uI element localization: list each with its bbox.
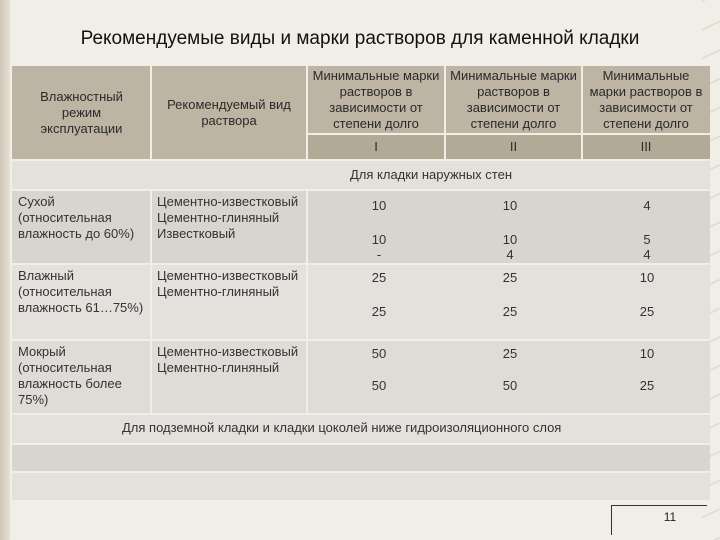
header-regime: Влажностный режим эксплуатации <box>12 66 151 160</box>
header-min-grade-3: Минимальные марки растворов в зависимост… <box>582 66 710 134</box>
dry-deg2-c: 4 <box>506 247 514 262</box>
header-mortar-type: Рекомендуемый вид раствора <box>151 66 307 160</box>
mortar-table: Влажностный режим эксплуатации Рекоменду… <box>12 66 710 500</box>
dry-deg2-a: 10 <box>502 198 518 213</box>
page-number: 11 <box>663 510 677 524</box>
dry-deg1-c: - <box>376 247 382 262</box>
grid-h-under <box>12 443 710 445</box>
grid-v3-top <box>444 66 446 160</box>
humid-deg1-b: 25 <box>371 304 387 319</box>
humid-deg3-a: 10 <box>639 270 655 285</box>
wet-deg1-a: 50 <box>371 346 387 361</box>
empty-row-2 <box>12 472 710 500</box>
wet-deg3-a: 10 <box>639 346 655 361</box>
grid-h-empty <box>12 471 710 473</box>
grid-h-section <box>12 189 710 191</box>
dry-deg3-a: 4 <box>643 198 651 213</box>
row-wet-values: 50 25 10 50 50 25 <box>307 340 710 414</box>
dry-deg1-b: 10 <box>371 232 387 247</box>
wet-deg2-a: 25 <box>502 346 518 361</box>
grid-h-degree <box>306 133 710 135</box>
wet-deg2-b: 50 <box>502 378 518 393</box>
page-number-vline <box>611 505 612 535</box>
row-dry-values: 10 10 4 10 10 5 - 4 4 <box>307 190 710 264</box>
dry-deg3-b: 5 <box>643 232 651 247</box>
section-underground: Для подземной кладки и кладки цоколей ни… <box>12 414 710 444</box>
row-wet-mortars: Цементно-известковый Цементно-глиняный <box>151 340 307 414</box>
humid-deg3-b: 25 <box>639 304 655 319</box>
humid-deg2-a: 25 <box>502 270 518 285</box>
grid-v1-top <box>150 66 152 160</box>
grid-h-row1 <box>12 263 710 265</box>
header-min-grade-2: Минимальные марки растворов в зависимост… <box>445 66 582 134</box>
dry-deg2-b: 10 <box>502 232 518 247</box>
empty-row-1 <box>12 444 710 472</box>
row-dry-regime: Сухой (относительная влажность до 60%) <box>12 190 151 264</box>
grid-v4-top <box>581 66 583 160</box>
grid-h-row2 <box>12 339 710 341</box>
header-degree-2: II <box>445 134 582 160</box>
wet-deg3-b: 25 <box>639 378 655 393</box>
header-degree-3: III <box>582 134 710 160</box>
row-wet-regime: Мокрый (относительная влажность более 75… <box>12 340 151 414</box>
header-degree-1: I <box>307 134 445 160</box>
humid-deg2-b: 25 <box>502 304 518 319</box>
humid-deg1-a: 25 <box>371 270 387 285</box>
dry-deg1-a: 10 <box>371 198 387 213</box>
row-humid-mortars: Цементно-известковый Цементно-глиняный <box>151 264 307 340</box>
row-dry-mortars: Цементно-известковый Цементно-глиняный И… <box>151 190 307 264</box>
dry-deg3-c: 4 <box>643 247 651 262</box>
grid-h-header <box>12 159 710 161</box>
grid-v1-body <box>150 190 152 414</box>
grid-v2-body <box>306 190 308 414</box>
left-decoration <box>0 0 10 540</box>
header-min-grade-1: Минимальные марки растворов в зависимост… <box>307 66 445 134</box>
section-outer-walls: Для кладки наружных стен <box>12 160 710 190</box>
grid-h-row3 <box>12 413 710 415</box>
page-title: Рекомендуемые виды и марки растворов для… <box>80 28 640 49</box>
row-humid-regime: Влажный (относительная влажность 61…75%) <box>12 264 151 340</box>
grid-v2-top <box>306 66 308 160</box>
wet-deg1-b: 50 <box>371 378 387 393</box>
row-humid-values: 25 25 10 25 25 25 <box>307 264 710 340</box>
page-number-line <box>611 505 707 506</box>
